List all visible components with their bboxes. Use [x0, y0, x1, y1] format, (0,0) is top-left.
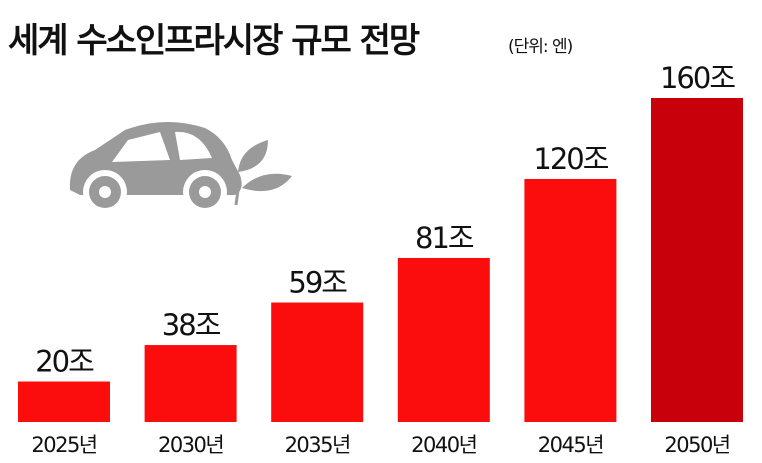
- bar: [18, 381, 110, 422]
- x-tick-label: 2045년: [538, 433, 603, 457]
- bar: [524, 179, 617, 422]
- value-label: 120조: [533, 142, 608, 176]
- bar: [144, 345, 237, 422]
- x-tick-label: 2040년: [411, 433, 476, 457]
- bar: [651, 98, 743, 422]
- chart-subtitle: (단위: 엔): [508, 37, 573, 57]
- x-tick-label: 2025년: [31, 433, 96, 457]
- car-icon: [69, 121, 292, 214]
- value-label: 81조: [415, 221, 474, 255]
- value-label: 59조: [288, 266, 347, 300]
- bar: [397, 257, 490, 422]
- x-tick-label: 2035년: [285, 433, 350, 457]
- x-tick-label: 2050년: [664, 433, 729, 457]
- x-tick-label: 2030년: [158, 433, 223, 457]
- value-label: 160조: [660, 61, 735, 95]
- chart-title: 세계 수소인프라시장 규모 전망: [8, 21, 420, 61]
- bar: [271, 302, 364, 422]
- value-label: 20조: [35, 345, 94, 379]
- value-label: 38조: [162, 308, 221, 342]
